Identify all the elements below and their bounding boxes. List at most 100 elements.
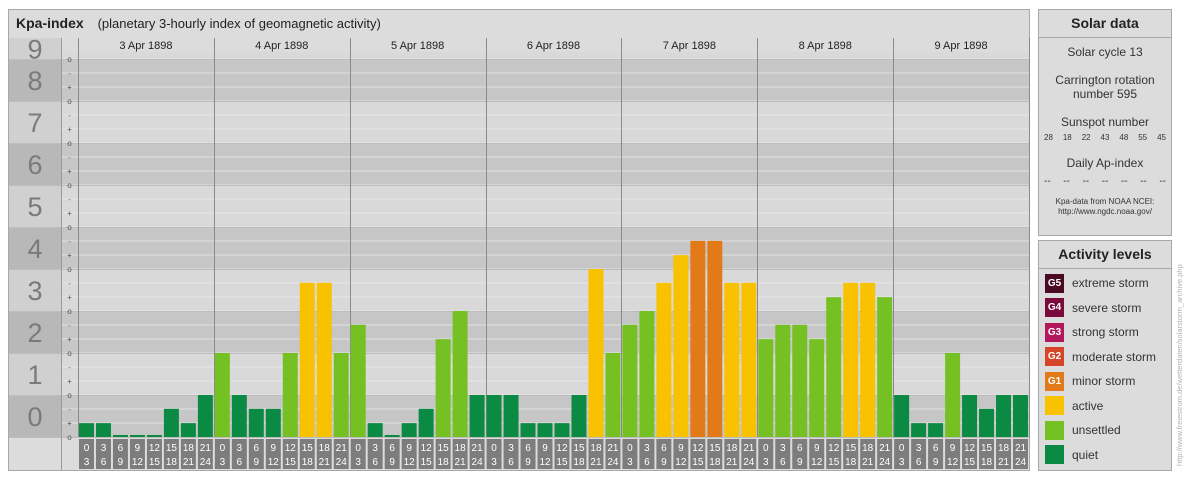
interval-start-label: 18 bbox=[862, 443, 874, 454]
interval-cell bbox=[537, 439, 553, 469]
kp-bar bbox=[79, 423, 94, 437]
interval-start-label: 21 bbox=[1015, 443, 1027, 454]
kp-bar bbox=[588, 269, 604, 437]
interval-cell bbox=[707, 439, 723, 469]
interval-cell bbox=[367, 439, 383, 469]
interval-start-label: 6 bbox=[118, 443, 124, 454]
kp-bar bbox=[367, 423, 383, 437]
band-row bbox=[9, 353, 1029, 395]
interval-cell bbox=[79, 439, 94, 469]
y-minor-label: - bbox=[68, 363, 71, 372]
kp-bar bbox=[299, 282, 315, 437]
interval-end-label: 3 bbox=[899, 457, 905, 468]
interval-start-label: 3 bbox=[372, 443, 378, 454]
y-label-band bbox=[9, 353, 61, 395]
ap-value: -- bbox=[1140, 176, 1147, 187]
kp-bar bbox=[979, 408, 995, 437]
y-label-band bbox=[9, 311, 61, 353]
kp-bar bbox=[418, 408, 434, 437]
day-label: 3 Apr 1898 bbox=[119, 40, 172, 52]
interval-cell bbox=[877, 439, 893, 469]
interval-cell bbox=[95, 439, 111, 469]
interval-start-label: 18 bbox=[998, 443, 1010, 454]
interval-end-label: 3 bbox=[627, 457, 633, 468]
kp-bar bbox=[1013, 395, 1028, 437]
interval-start-label: 21 bbox=[743, 443, 755, 454]
legend-label: unsettled bbox=[1072, 423, 1121, 438]
band-row bbox=[9, 395, 1029, 437]
interval-start-label: 21 bbox=[336, 443, 348, 454]
interval-start-label: 0 bbox=[355, 443, 361, 454]
interval-start-label: 0 bbox=[899, 443, 905, 454]
interval-end-label: 24 bbox=[1015, 457, 1027, 468]
interval-cell bbox=[265, 439, 281, 469]
kp-bar bbox=[146, 435, 162, 437]
interval-end-label: 12 bbox=[675, 457, 687, 468]
y-minor-label: - bbox=[68, 237, 71, 246]
interval-start-label: 9 bbox=[406, 443, 412, 454]
kp-bar bbox=[163, 408, 179, 437]
interval-end-label: 6 bbox=[508, 457, 514, 468]
interval-cell bbox=[554, 439, 570, 469]
kp-bar bbox=[758, 339, 774, 437]
data-credit-line-1: Kpa-data from NOAA NCEI: bbox=[1055, 197, 1155, 206]
legend-item-extreme-storm: G5 extreme storm bbox=[1039, 271, 1171, 296]
kp-bar bbox=[197, 395, 213, 437]
y-label-band bbox=[9, 269, 61, 311]
sunspot-value: 22 bbox=[1081, 133, 1091, 142]
interval-cell bbox=[690, 439, 706, 469]
kp-bar bbox=[605, 353, 621, 437]
interval-start-label: 9 bbox=[814, 443, 820, 454]
y-major-label: 3 bbox=[27, 276, 42, 306]
y-minor-label: + bbox=[67, 125, 72, 134]
y-major-label: 4 bbox=[27, 234, 42, 264]
interval-start-label: 15 bbox=[166, 443, 178, 454]
interval-start-label: 3 bbox=[644, 443, 650, 454]
carrington-line-2: number 595 bbox=[1072, 87, 1138, 101]
activity-levels-panel: Activity levels G5 extreme storm G4 seve… bbox=[1038, 240, 1172, 471]
sunspot-value: 18 bbox=[1062, 133, 1072, 142]
kp-bar bbox=[809, 339, 825, 437]
y-major-label: 9 bbox=[27, 35, 42, 65]
interval-start-label: 6 bbox=[389, 443, 395, 454]
interval-end-label: 21 bbox=[862, 457, 874, 468]
y-minor-label: + bbox=[67, 167, 72, 176]
interval-end-label: 9 bbox=[797, 457, 803, 468]
interval-cell bbox=[894, 439, 910, 469]
interval-end-label: 15 bbox=[421, 457, 433, 468]
interval-cell bbox=[316, 439, 332, 469]
sunspot-value: 43 bbox=[1100, 133, 1110, 142]
interval-cell bbox=[843, 439, 859, 469]
date-header-strip bbox=[61, 38, 1029, 52]
kp-bar bbox=[894, 395, 910, 437]
legend-swatch: G5 bbox=[1045, 273, 1064, 293]
y-minor-label: - bbox=[68, 69, 71, 78]
interval-cell bbox=[401, 439, 417, 469]
interval-start-label: 15 bbox=[845, 443, 857, 454]
y-major-label: 1 bbox=[27, 360, 42, 390]
interval-start-label: 12 bbox=[556, 443, 568, 454]
y-major-label: 0 bbox=[27, 402, 42, 432]
legend-label: active bbox=[1072, 398, 1104, 413]
chart-title: Kpa-index (planetary 3-hourly index of g… bbox=[16, 15, 381, 31]
interval-start-label: 12 bbox=[964, 443, 976, 454]
y-label-band bbox=[9, 101, 61, 143]
interval-start-label: 0 bbox=[220, 443, 226, 454]
interval-start-label: 12 bbox=[828, 443, 840, 454]
interval-start-label: 21 bbox=[607, 443, 619, 454]
interval-cell bbox=[911, 439, 927, 469]
interval-end-label: 6 bbox=[237, 457, 243, 468]
interval-start-label: 9 bbox=[678, 443, 684, 454]
sunspot-values: 28 18 22 43 48 55 45 bbox=[1039, 133, 1171, 142]
y-minor-label: + bbox=[67, 335, 72, 344]
interval-cell bbox=[146, 439, 162, 469]
legend-item-moderate-storm: G2 moderate storm bbox=[1039, 345, 1171, 370]
interval-start-label: 9 bbox=[271, 443, 277, 454]
ap-value: -- bbox=[1082, 176, 1090, 187]
interval-cell bbox=[979, 439, 995, 469]
interval-end-label: 24 bbox=[743, 457, 755, 468]
legend-label: minor storm bbox=[1072, 374, 1136, 389]
interval-end-label: 18 bbox=[709, 457, 721, 468]
kp-bar bbox=[214, 353, 230, 437]
interval-end-label: 9 bbox=[661, 457, 667, 468]
